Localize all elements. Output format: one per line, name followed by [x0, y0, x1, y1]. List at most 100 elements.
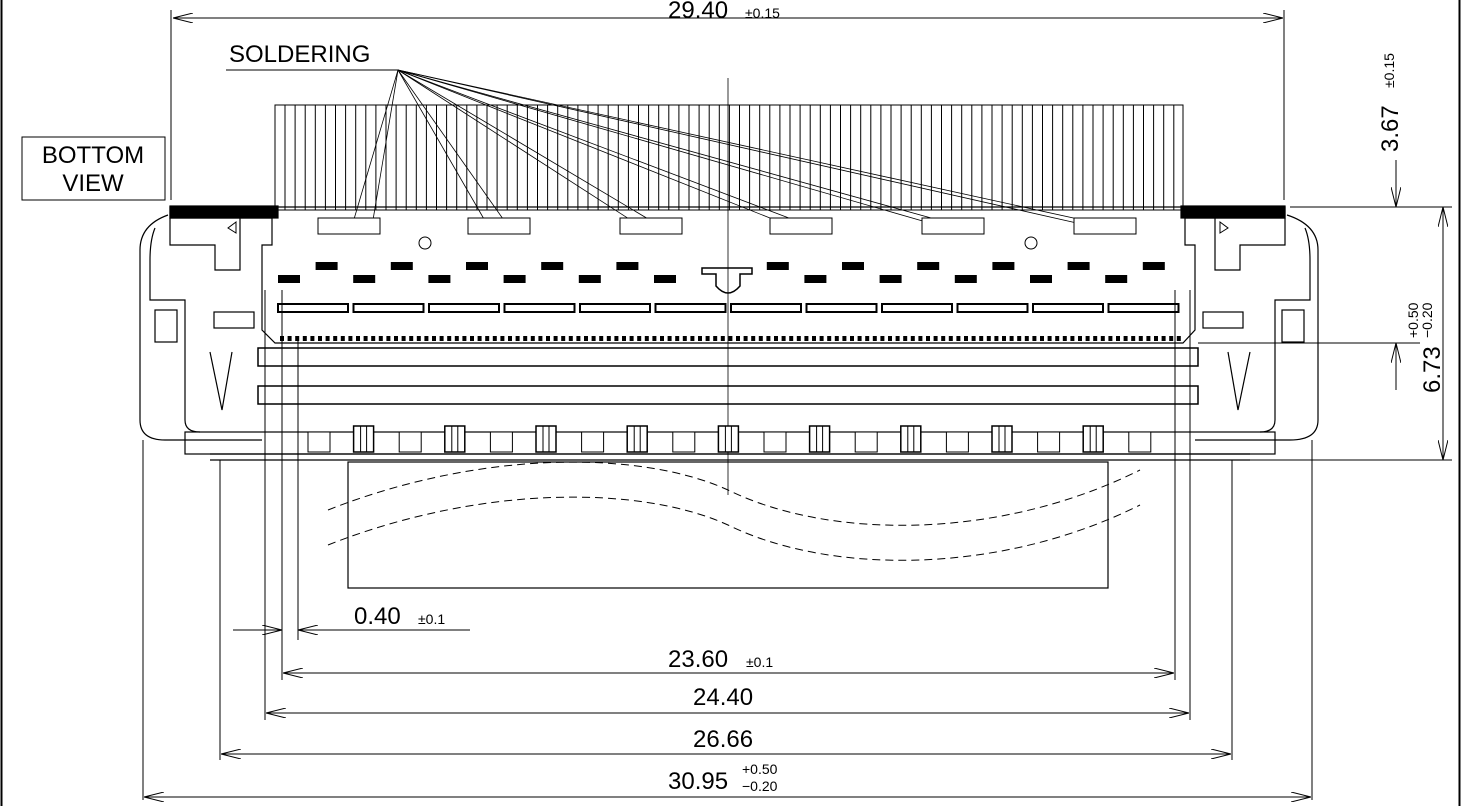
contact-dot [698, 336, 702, 341]
contact-dot [492, 336, 497, 341]
pad [390, 262, 413, 270]
bottom-tab [489, 431, 513, 453]
pad [1142, 262, 1165, 270]
contact-dot [606, 336, 611, 341]
contact-dot [918, 336, 923, 341]
contact-dot [500, 336, 505, 341]
contact-dot [318, 336, 322, 341]
left-hole [418, 236, 432, 250]
solder-pad [619, 217, 683, 235]
contact-dot [530, 336, 535, 341]
contact-dot [690, 336, 695, 341]
dim-30-95-tol-minus: −0.20 [742, 778, 778, 794]
solder-pad [317, 217, 381, 235]
dim-0-40-tol: ±0.1 [418, 611, 445, 627]
dim-6-73-value: 6.73 [1419, 346, 1446, 393]
bottom-tab [352, 425, 375, 453]
solder-pad [769, 217, 833, 235]
contact-dot [378, 336, 383, 341]
contact-dot [416, 336, 421, 341]
pad [842, 262, 864, 270]
view-label-line2: VIEW [62, 170, 124, 197]
pad [1067, 262, 1090, 270]
long-pad [881, 303, 953, 313]
pad [1105, 275, 1128, 283]
connector-housing [139, 205, 1319, 461]
contact-dot [926, 336, 930, 341]
contact-dot [1100, 336, 1105, 341]
contact-dot [485, 336, 490, 341]
contact-dot [1024, 336, 1029, 341]
bottom-tab [900, 425, 922, 453]
contact-dot [386, 336, 391, 341]
contact-dot [1062, 336, 1067, 341]
pad [541, 262, 564, 270]
contact-dot [994, 336, 999, 341]
dim-6-73-tol-plus: +0.50 [1405, 302, 1421, 338]
contact-dot [720, 336, 725, 341]
bottom-tab [535, 425, 557, 453]
contact-dot [888, 336, 892, 341]
contact-dot [812, 336, 816, 341]
contact-dot [508, 336, 512, 341]
contact-dot [523, 336, 528, 341]
contact-dot [660, 336, 664, 341]
bottom-tab [1082, 425, 1104, 453]
contact-dot [454, 336, 459, 341]
contact-dot [584, 336, 588, 341]
right-hole [1024, 236, 1038, 250]
contact-dot [986, 336, 991, 341]
contact-dot [834, 336, 839, 341]
pad [766, 262, 789, 270]
contact-dot [872, 336, 877, 341]
lower-extension-lines [142, 290, 1313, 800]
contact-dot [774, 336, 778, 341]
contact-dot [1047, 336, 1052, 341]
contact-dot [340, 336, 345, 341]
contact-dot [1108, 336, 1113, 341]
contact-dot [644, 336, 649, 341]
contact-dot [682, 336, 687, 341]
contact-dot [356, 336, 360, 341]
dim-23-60-value: 23.60 [668, 646, 728, 673]
long-pad [1107, 303, 1180, 313]
bottom-tab [444, 425, 466, 453]
guide-rails [257, 347, 1199, 405]
contact-dot [743, 336, 748, 341]
long-pad [428, 303, 500, 313]
solder-pad-row [317, 217, 1137, 235]
contact-dot [728, 336, 733, 341]
bottom-tab [763, 431, 787, 453]
dim-30-95-value: 30.95 [668, 768, 728, 795]
bottom-tab [808, 425, 831, 453]
contact-dot-row [280, 336, 1181, 341]
contact-dot [538, 336, 543, 341]
bottom-tab [1037, 431, 1061, 453]
contact-dot [614, 336, 619, 341]
solder-pad [921, 217, 985, 235]
contact-dot [652, 336, 657, 341]
pad [616, 262, 639, 270]
bottom-tab [398, 431, 422, 453]
contact-dot [819, 336, 824, 341]
bottom-tab [626, 425, 648, 453]
contact-dot [568, 336, 573, 341]
contact-dot [1017, 336, 1022, 341]
long-pad [730, 303, 802, 313]
long-pad-row [277, 303, 1180, 313]
bottom-tab-row [307, 425, 1152, 453]
long-pad [503, 303, 576, 313]
contact-dot [409, 336, 414, 341]
contact-dot [363, 336, 368, 341]
soldering-label: SOLDERING [229, 41, 370, 68]
cable-outline [327, 461, 1141, 589]
contact-dot [758, 336, 763, 341]
contact-dot [941, 336, 946, 341]
contact-dot [1009, 336, 1014, 341]
pad [428, 275, 451, 283]
long-pad [352, 303, 425, 313]
bottom-tab [991, 425, 1013, 453]
contact-dot [850, 336, 854, 341]
contact-dot [576, 336, 581, 341]
